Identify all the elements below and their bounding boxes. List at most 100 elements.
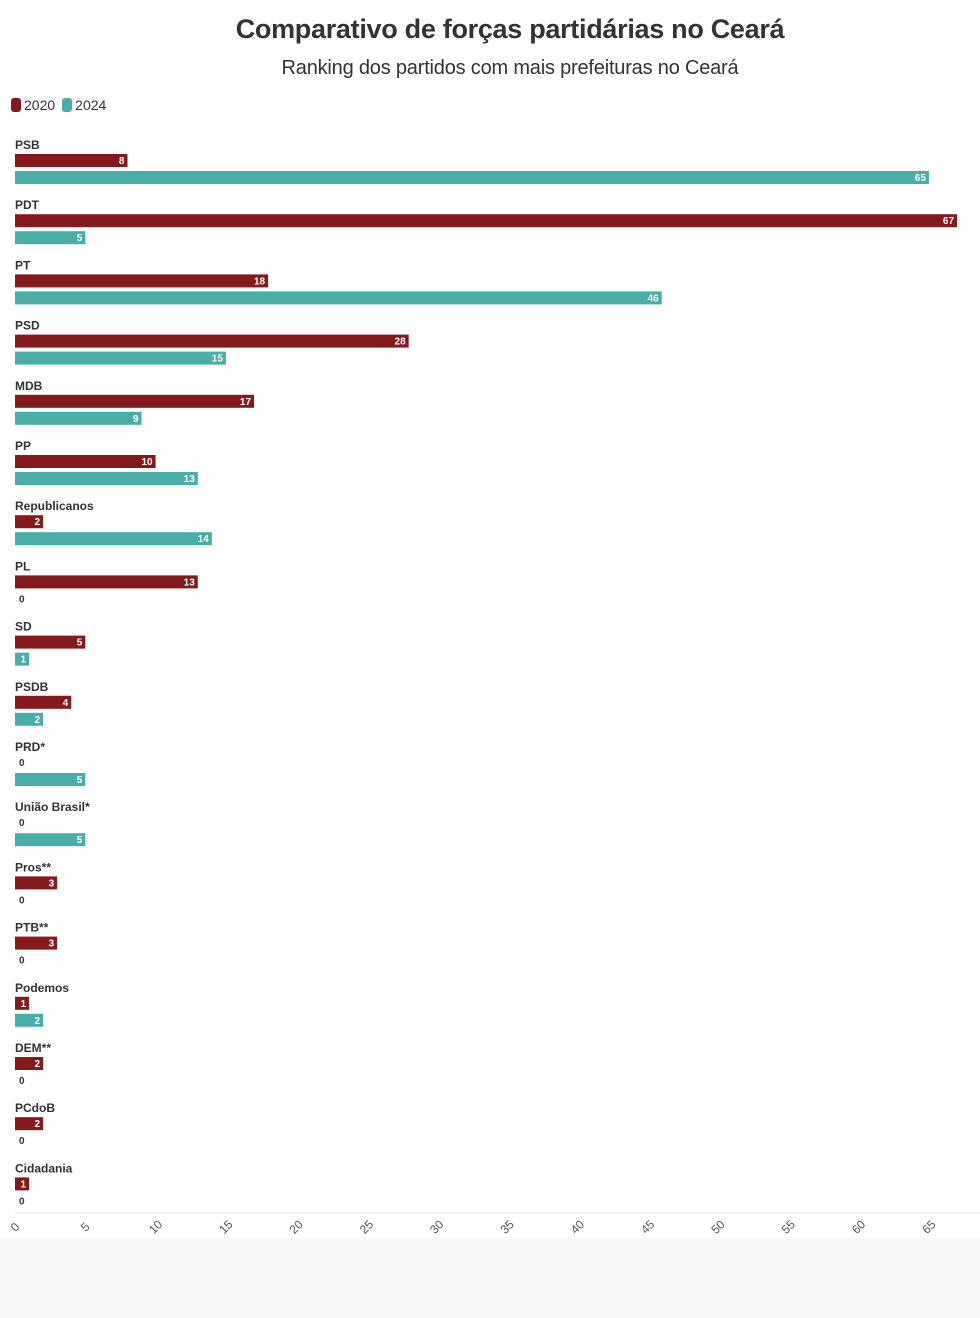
x-tick-label: 20 xyxy=(287,1217,307,1237)
bar-2020-cidadania[interactable] xyxy=(15,1177,30,1191)
bar-2020-podemos[interactable] xyxy=(15,996,30,1010)
category-label-republicanos: Republicanos xyxy=(15,499,94,513)
data-label-2020-prd: 0 xyxy=(19,758,25,769)
bar-2020-pros[interactable] xyxy=(15,876,58,890)
bar-2024-pdt[interactable] xyxy=(15,231,86,245)
data-label-2020-ptb: 3 xyxy=(49,939,55,950)
bar-2020-psdb[interactable] xyxy=(15,695,72,709)
bar-2024-sd[interactable] xyxy=(15,652,30,666)
data-label-2024-dem: 0 xyxy=(19,1076,25,1087)
data-label-2024-prd: 5 xyxy=(77,775,83,786)
bar-2020-pdt[interactable] xyxy=(15,214,958,228)
data-label-2024-psd: 15 xyxy=(212,354,224,365)
category-label-sd: SD xyxy=(15,620,32,634)
data-label-2024-psb: 65 xyxy=(915,173,927,184)
data-label-2020-pcdob: 2 xyxy=(35,1119,41,1130)
bar-2024-pp[interactable] xyxy=(15,472,198,485)
chart-subtitle: Ranking dos partidos com mais prefeitura… xyxy=(281,57,739,79)
bar-2024-mdb[interactable] xyxy=(15,411,142,425)
data-label-2024-uniao-brasil: 5 xyxy=(77,835,83,846)
legend-swatch-2024 xyxy=(62,98,73,112)
data-label-2024-pdt: 5 xyxy=(77,233,83,244)
bar-2024-psd[interactable] xyxy=(15,351,226,365)
bar-2020-dem[interactable] xyxy=(15,1057,44,1070)
category-label-mdb: MDB xyxy=(15,379,43,393)
bar-2020-psd[interactable] xyxy=(15,334,409,348)
data-label-2024-pros: 0 xyxy=(19,895,25,906)
bar-2020-pcdob[interactable] xyxy=(15,1117,44,1131)
data-label-2024-sd: 1 xyxy=(20,655,26,666)
data-label-2024-mdb: 9 xyxy=(133,414,139,425)
category-label-ptb: PTB** xyxy=(15,921,49,935)
data-label-2024-pp: 13 xyxy=(184,474,196,485)
x-tick-label: 40 xyxy=(568,1217,588,1237)
data-label-2024-pl: 0 xyxy=(19,594,25,605)
x-tick-label: 10 xyxy=(146,1217,166,1237)
x-tick-label: 50 xyxy=(708,1217,728,1237)
data-label-2020-cidadania: 1 xyxy=(20,1179,26,1190)
bar-2020-ptb[interactable] xyxy=(15,936,58,950)
category-label-cidadania: Cidadania xyxy=(15,1161,73,1175)
chart-legend: 2020 2024 xyxy=(11,97,113,113)
data-label-2024-ptb: 0 xyxy=(19,956,25,967)
data-label-2024-pcdob: 0 xyxy=(19,1136,25,1147)
category-label-pp: PP xyxy=(15,439,31,453)
category-label-uniao-brasil: União Brasil* xyxy=(15,800,90,814)
data-label-2020-pdt: 67 xyxy=(943,216,955,227)
bar-2024-psb[interactable] xyxy=(15,171,929,184)
legend-label-2024: 2024 xyxy=(75,97,107,113)
bar-2020-pp[interactable] xyxy=(15,455,156,468)
category-label-pdt: PDT xyxy=(15,198,40,212)
data-label-2020-sd: 5 xyxy=(77,638,83,649)
x-tick-label: 30 xyxy=(427,1217,447,1237)
data-label-2020-pl: 13 xyxy=(184,577,196,588)
bar-2020-psb[interactable] xyxy=(15,154,128,167)
data-label-2020-mdb: 17 xyxy=(240,397,252,408)
x-tick-label: 15 xyxy=(216,1217,236,1237)
bar-2024-psdb[interactable] xyxy=(15,712,44,726)
bar-2020-mdb[interactable] xyxy=(15,394,255,408)
category-label-pl: PL xyxy=(15,559,30,573)
bar-2024-podemos[interactable] xyxy=(15,1013,44,1027)
bar-2020-sd[interactable] xyxy=(15,635,86,649)
legend-item-2020[interactable]: 2020 xyxy=(11,97,55,113)
category-label-pcdob: PCdoB xyxy=(15,1101,55,1115)
data-label-2020-podemos: 1 xyxy=(20,999,26,1010)
legend-swatch-2020 xyxy=(11,98,21,112)
bar-2020-pl[interactable] xyxy=(15,575,198,589)
category-label-psd: PSD xyxy=(15,319,40,333)
x-tick-label: 45 xyxy=(638,1217,658,1237)
category-label-prd: PRD* xyxy=(15,740,45,754)
category-label-psb: PSB xyxy=(15,138,40,152)
footer-area xyxy=(0,1238,980,1318)
x-tick-label: 35 xyxy=(497,1217,517,1237)
category-label-psdb: PSDB xyxy=(15,680,49,694)
x-tick-label: 60 xyxy=(849,1217,869,1237)
bar-2020-republicanos[interactable] xyxy=(15,515,44,529)
data-label-2024-psdb: 2 xyxy=(35,715,41,726)
data-label-2024-pt: 46 xyxy=(648,293,660,304)
data-label-2020-uniao-brasil: 0 xyxy=(19,818,25,829)
bar-2024-prd[interactable] xyxy=(15,773,86,786)
category-label-pt: PT xyxy=(15,258,31,272)
data-label-2020-dem: 2 xyxy=(35,1059,41,1070)
bar-2020-pt[interactable] xyxy=(15,274,269,288)
data-label-2020-pp: 10 xyxy=(141,457,153,468)
data-label-2024-cidadania: 0 xyxy=(19,1196,25,1207)
chart-title: Comparativo de forças partidárias no Cea… xyxy=(235,14,785,44)
x-tick-label: 55 xyxy=(779,1217,799,1237)
bar-2024-republicanos[interactable] xyxy=(15,532,212,546)
category-label-dem: DEM** xyxy=(15,1041,51,1055)
data-label-2024-republicanos: 14 xyxy=(198,534,210,545)
data-label-2020-psd: 28 xyxy=(395,337,407,348)
data-label-2020-psdb: 4 xyxy=(63,698,69,709)
bar-2024-pt[interactable] xyxy=(15,291,662,305)
data-label-2020-republicanos: 2 xyxy=(35,517,41,528)
x-tick-label: 65 xyxy=(919,1217,939,1237)
legend-item-2024[interactable]: 2024 xyxy=(62,97,106,113)
category-label-pros: Pros** xyxy=(15,860,51,874)
data-label-2020-pros: 3 xyxy=(49,878,55,889)
bar-2024-uniao-brasil[interactable] xyxy=(15,833,86,847)
x-tick-label: 25 xyxy=(357,1217,377,1237)
x-tick-label: 0 xyxy=(8,1219,23,1234)
